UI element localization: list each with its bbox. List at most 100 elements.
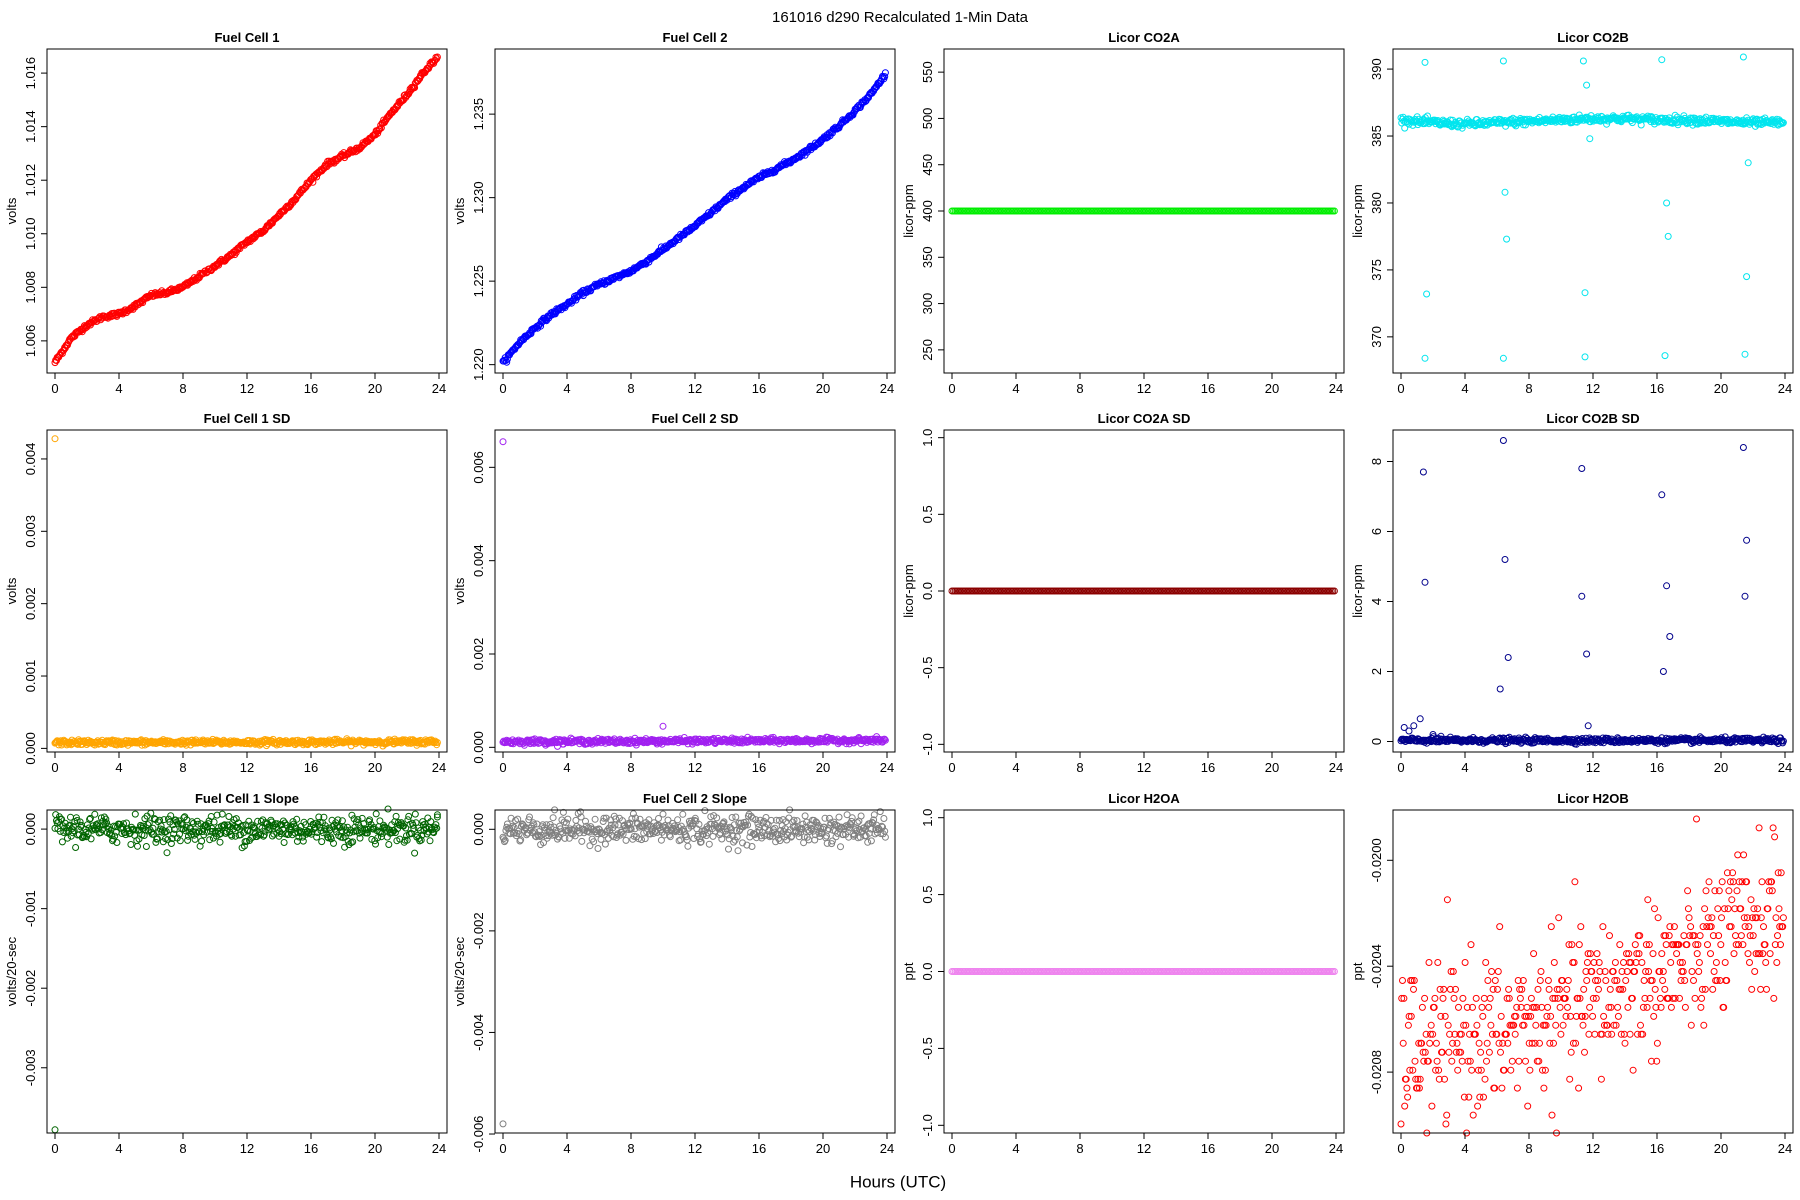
y-tick-label: 0.0	[920, 582, 935, 600]
x-tick-label: 8	[179, 381, 186, 396]
x-tick-label: 8	[1525, 760, 1532, 775]
chart-title: Licor CO2B	[1557, 30, 1629, 45]
panel-fc2: Fuel Cell 20 4 8 12 16 20 241.2201.2251.2301.2…	[452, 30, 896, 396]
y-tick-label: 1.010	[23, 217, 38, 250]
data-point	[828, 129, 836, 137]
y-tick-label: 500	[920, 108, 935, 130]
panels: Fuel Cell 10 4 8 12 16 20 241.0061.0081.0101.0…	[4, 30, 1794, 1156]
y-axis-label: licor-ppm	[1350, 184, 1365, 237]
y-tick-label: 375	[1369, 259, 1384, 281]
x-tick-label: 16	[304, 1141, 318, 1156]
chart-title: Licor CO2A	[1108, 30, 1180, 45]
x-tick-label: 4	[563, 1141, 570, 1156]
x-tick-label: 16	[1650, 381, 1664, 396]
y-tick-label: 1.012	[23, 164, 38, 197]
x-tick-label: 0	[499, 381, 506, 396]
y-tick-label: -0.006	[471, 1116, 486, 1153]
y-axis-label: volts	[452, 577, 467, 604]
x-tick-label: 12	[1586, 381, 1600, 396]
x-tick-label: 24	[1778, 381, 1792, 396]
y-tick-label: 1.014	[23, 110, 38, 143]
x-tick-label: 8	[1076, 381, 1083, 396]
x-tick-label: 4	[1461, 760, 1468, 775]
x-tick-label: 24	[1778, 760, 1792, 775]
x-tick-label: 0	[51, 381, 58, 396]
x-tick-label: 4	[563, 381, 570, 396]
y-tick-label: 0.000	[471, 813, 486, 846]
x-tick-label: 16	[304, 760, 318, 775]
data-point	[1651, 117, 1659, 125]
y-tick-label: 2	[1369, 668, 1384, 675]
x-tick-label: 24	[432, 381, 446, 396]
data-point	[1424, 112, 1431, 120]
points-fc1	[51, 53, 441, 367]
x-tick-label: 20	[368, 760, 382, 775]
x-tick-label: 24	[880, 760, 894, 775]
data-point	[292, 195, 300, 203]
chart-title: Fuel Cell 1 Slope	[195, 791, 299, 806]
x-tick-label: 12	[688, 1141, 702, 1156]
y-tick-label: -0.002	[23, 970, 38, 1007]
x-tick-label: 20	[368, 381, 382, 396]
y-tick-label: 0.003	[23, 515, 38, 548]
y-axis-label: volts/20-sec	[4, 936, 19, 1006]
data-point	[190, 277, 197, 285]
x-tick-label: 0	[51, 760, 58, 775]
x-tick-label: 8	[179, 760, 186, 775]
x-tick-label: 24	[1329, 381, 1343, 396]
data-point	[94, 315, 102, 323]
chart-title: Licor CO2B SD	[1546, 411, 1639, 426]
x-tick-label: 12	[240, 381, 254, 396]
y-tick-label: 370	[1369, 326, 1384, 348]
y-tick-label: 1.225	[471, 265, 486, 298]
y-tick-label: 0.006	[471, 451, 486, 484]
x-tick-label: 8	[627, 760, 634, 775]
x-tick-label: 0	[499, 1141, 506, 1156]
data-point	[139, 299, 147, 307]
y-axis-label: licor-ppm	[901, 184, 916, 237]
x-tick-label: 12	[1586, 760, 1600, 775]
x-tick-label: 4	[115, 1141, 122, 1156]
y-tick-label: 550	[920, 61, 935, 83]
y-tick-label: 380	[1369, 192, 1384, 214]
y-tick-label: 0.002	[23, 587, 38, 620]
x-tick-label: 12	[240, 1141, 254, 1156]
data-point	[881, 69, 889, 77]
x-tick-label: 24	[432, 1141, 446, 1156]
y-tick-label: -0.001	[23, 890, 38, 927]
y-tick-label: -0.003	[23, 1049, 38, 1086]
x-tick-label: 4	[115, 760, 122, 775]
x-tick-label: 20	[368, 1141, 382, 1156]
data-point	[503, 358, 511, 366]
y-axis-label: volts	[452, 197, 467, 224]
data-point	[280, 207, 288, 215]
y-tick-label: 0.000	[471, 731, 486, 764]
data-point	[881, 73, 889, 81]
y-tick-label: -0.004	[471, 1014, 486, 1051]
y-tick-label: 6	[1369, 528, 1384, 535]
y-tick-label: 0	[1369, 738, 1384, 745]
y-tick-label: -0.002	[471, 912, 486, 949]
x-tick-label: 0	[1397, 760, 1404, 775]
x-tick-label: 8	[1525, 381, 1532, 396]
y-tick-label: 1.220	[471, 348, 486, 381]
x-tick-label: 16	[304, 381, 318, 396]
y-tick-label: 385	[1369, 125, 1384, 147]
x-tick-label: 0	[1397, 381, 1404, 396]
data-point	[215, 261, 223, 269]
x-tick-label: 16	[752, 381, 766, 396]
y-tick-label: 390	[1369, 58, 1384, 80]
x-tick-label: 20	[816, 381, 830, 396]
y-axis-label: volts/20-sec	[452, 936, 467, 1006]
chart-title: Fuel Cell 2	[662, 30, 727, 45]
y-tick-label: 4	[1369, 598, 1384, 605]
data-point	[58, 350, 66, 357]
data-point	[537, 322, 545, 330]
x-tick-label: 4	[563, 760, 570, 775]
y-tick-label: 1.230	[471, 181, 486, 214]
x-tick-label: 20	[816, 760, 830, 775]
page-title: 161016 d290 Recalculated 1-Min Data	[772, 9, 1029, 26]
data-point	[1601, 116, 1609, 124]
points-fc2	[499, 69, 889, 366]
